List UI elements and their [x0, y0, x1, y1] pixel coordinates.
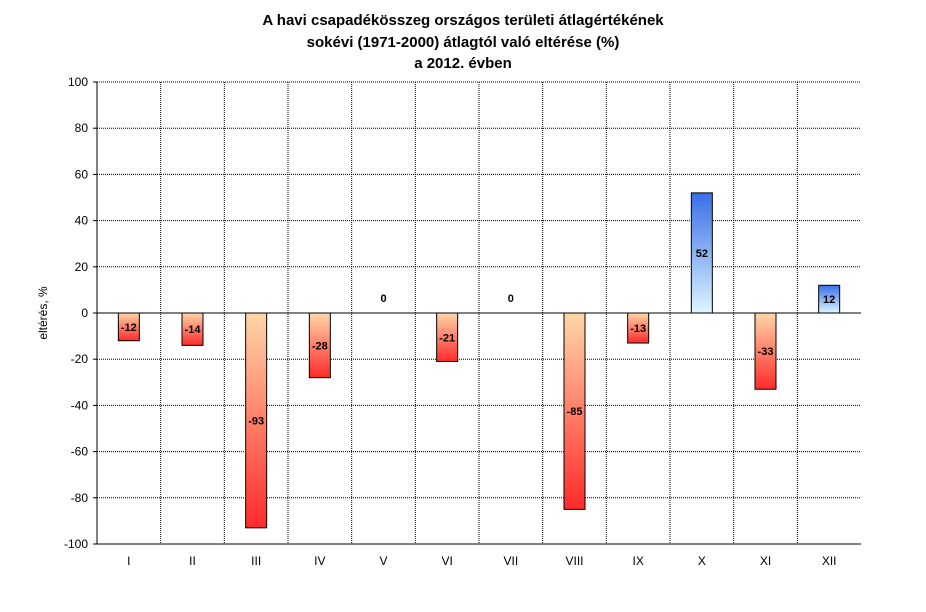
x-tick-label: V [379, 554, 387, 568]
x-tick-label: I [127, 554, 130, 568]
y-axis-ticks: 100 80 60 40 20 0 -20 -40 -60 -80 -100 [64, 75, 97, 551]
x-tick-label: VIII [565, 554, 583, 568]
data-label-V: 0 [380, 293, 386, 305]
x-tick-label: X [698, 554, 706, 568]
chart-title: A havi csapadékösszeg országos területi … [262, 12, 664, 72]
chart-title-line-1: A havi csapadékösszeg országos területi … [262, 12, 664, 29]
data-label-VII: 0 [508, 293, 514, 305]
x-tick-label: XII [822, 554, 837, 568]
y-tick-label: 80 [75, 121, 89, 135]
y-tick-label: -100 [64, 537, 88, 551]
y-axis-label: eltérés, % [36, 286, 50, 340]
data-label-VI: -21 [439, 332, 455, 344]
chart-title-line-2: sokévi (1971-2000) átlagtól való eltérés… [307, 34, 620, 51]
x-axis-ticks: I II III IV V VI VII VIII IX X XI XII [127, 554, 836, 568]
data-label-XII: 12 [823, 294, 835, 306]
data-label-III: -93 [248, 415, 264, 427]
data-label-I: -12 [121, 322, 137, 334]
data-label-II: -14 [185, 324, 202, 336]
y-tick-label: 20 [75, 260, 89, 274]
y-tick-label: 100 [68, 75, 88, 89]
data-label-IV: -28 [312, 340, 328, 352]
data-label-X: 52 [696, 248, 708, 260]
data-labels: -12 -14 -93 -28 0 -21 0 -85 -13 52 -33 12 [121, 248, 835, 427]
x-tick-label: VI [441, 554, 452, 568]
y-tick-label: -20 [71, 352, 89, 366]
x-tick-label: VII [503, 554, 518, 568]
axes [96, 82, 861, 545]
data-label-IX: -13 [630, 323, 646, 335]
chart-title-line-3: a 2012. évben [414, 55, 512, 72]
y-tick-label: -80 [71, 491, 89, 505]
y-tick-label: 40 [75, 214, 89, 228]
x-tick-label: IV [314, 554, 325, 568]
x-tick-label: XI [760, 554, 771, 568]
y-tick-label: 60 [75, 167, 89, 181]
x-tick-label: IX [632, 554, 643, 568]
x-tick-label: III [251, 554, 261, 568]
y-tick-label: 0 [81, 306, 88, 320]
data-label-VIII: -85 [567, 406, 583, 418]
y-tick-label: -40 [71, 398, 89, 412]
x-tick-label: II [189, 554, 196, 568]
data-label-XI: -33 [758, 346, 774, 358]
y-tick-label: -60 [71, 445, 89, 459]
bars [117, 192, 841, 529]
